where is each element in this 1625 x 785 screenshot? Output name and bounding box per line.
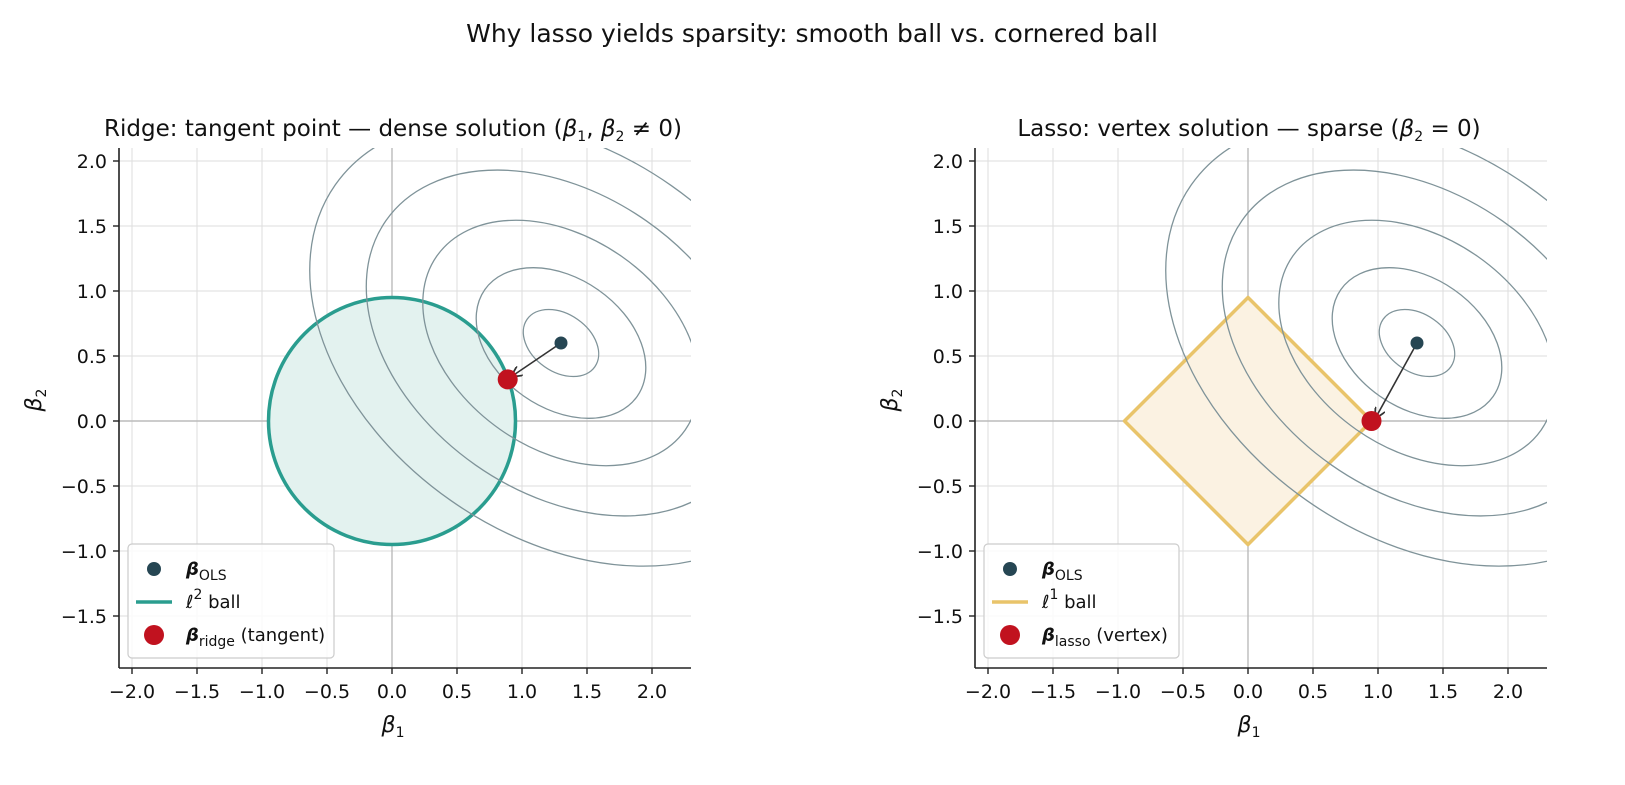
legend-solution-marker bbox=[1000, 625, 1020, 645]
x-tick-label: 1.5 bbox=[572, 681, 602, 703]
x-tick-label: 1.0 bbox=[1363, 681, 1393, 703]
ridge-panel: −2.0 −1.5 −1.0 −0.5 0.0 0.5 1.0 1.5 2.0−1.5−1.0−… bbox=[22, 116, 691, 741]
loss-contour bbox=[365, 169, 691, 517]
plot-area bbox=[1122, 148, 1547, 567]
panel-title: Lasso: vertex solution — sparse (β2 = 0) bbox=[1017, 116, 1480, 145]
x-tick-label: −2.0 bbox=[109, 681, 155, 703]
x-axis-title: β1 bbox=[381, 713, 405, 741]
x-tick-label: −1.0 bbox=[1095, 681, 1141, 703]
x-tick-label: −1.5 bbox=[1030, 681, 1076, 703]
y-tick-label: 1.5 bbox=[77, 216, 107, 238]
x-tick-label: −2.0 bbox=[965, 681, 1011, 703]
x-tick-label: 0.5 bbox=[1298, 681, 1328, 703]
loss-contour bbox=[1221, 169, 1547, 517]
x-tick-label: 2.0 bbox=[637, 681, 667, 703]
legend-ols-marker bbox=[147, 562, 161, 576]
loss-contour bbox=[1378, 308, 1456, 378]
y-tick-label: 1.0 bbox=[933, 281, 963, 303]
y-tick-label: 2.0 bbox=[77, 151, 107, 173]
loss-contour bbox=[1331, 267, 1503, 419]
legend-label: ℓ2 ball bbox=[185, 587, 241, 613]
x-axis-title: β1 bbox=[1237, 713, 1261, 741]
legend-label: βridge (tangent) bbox=[185, 625, 325, 650]
solution-point bbox=[1361, 411, 1382, 431]
y-tick-label: 2.0 bbox=[933, 151, 963, 173]
x-tick-label: 0.0 bbox=[377, 681, 407, 703]
y-tick-label: 1.5 bbox=[933, 216, 963, 238]
y-tick-label: −0.5 bbox=[61, 476, 107, 498]
legend: βOLS ℓ1 ball βlasso (vertex) bbox=[983, 543, 1180, 659]
y-tick-label: 0.5 bbox=[77, 346, 107, 368]
loss-contour bbox=[522, 308, 600, 378]
x-tick-label: −1.5 bbox=[174, 681, 220, 703]
x-tick-label: −0.5 bbox=[1160, 681, 1206, 703]
loss-contour bbox=[475, 267, 647, 419]
lasso-panel: −2.0 −1.5 −1.0 −0.5 0.0 0.5 1.0 1.5 2.0−1.5−1.0−… bbox=[878, 116, 1547, 741]
loss-contour bbox=[1278, 219, 1547, 467]
legend-label: βOLS bbox=[1041, 559, 1083, 584]
ols-point bbox=[1410, 336, 1424, 350]
loss-contour bbox=[309, 148, 691, 567]
shrinkage-arrow bbox=[512, 342, 562, 376]
plot-area bbox=[266, 148, 691, 567]
y-tick-label: 0.0 bbox=[77, 411, 107, 433]
y-tick-label: −1.0 bbox=[61, 541, 107, 563]
x-tick-label: 0.5 bbox=[442, 681, 472, 703]
loss-contour bbox=[1165, 148, 1547, 567]
ols-point bbox=[554, 336, 568, 350]
x-tick-label: −1.0 bbox=[239, 681, 285, 703]
solution-point bbox=[497, 369, 518, 390]
y-tick-label: −1.5 bbox=[917, 606, 963, 628]
x-tick-label: 1.5 bbox=[1428, 681, 1458, 703]
x-tick-label: −0.5 bbox=[304, 681, 350, 703]
legend-label: ℓ1 ball bbox=[1041, 587, 1097, 613]
panel-title: Ridge: tangent point — dense solution (β… bbox=[104, 116, 682, 145]
figure-title: Why lasso yields sparsity: smooth ball v… bbox=[466, 19, 1158, 48]
x-tick-label: 1.0 bbox=[507, 681, 537, 703]
y-tick-label: −1.0 bbox=[917, 541, 963, 563]
y-tick-label: −1.5 bbox=[61, 606, 107, 628]
shrinkage-arrow bbox=[1376, 342, 1418, 418]
y-tick-label: −0.5 bbox=[917, 476, 963, 498]
loss-contour bbox=[422, 219, 691, 467]
legend-box bbox=[127, 543, 335, 659]
x-tick-label: 0.0 bbox=[1233, 681, 1263, 703]
legend: βOLS ℓ2 ball βridge (tangent) bbox=[127, 543, 335, 659]
y-tick-label: 1.0 bbox=[77, 281, 107, 303]
y-tick-label: 0.5 bbox=[933, 346, 963, 368]
x-tick-label: 2.0 bbox=[1493, 681, 1523, 703]
y-axis-title: β2 bbox=[22, 389, 50, 413]
legend-label: βOLS bbox=[185, 559, 227, 584]
legend-ols-marker bbox=[1003, 562, 1017, 576]
y-tick-label: 0.0 bbox=[933, 411, 963, 433]
y-axis-title: β2 bbox=[878, 389, 906, 413]
legend-label: βlasso (vertex) bbox=[1041, 625, 1168, 650]
legend-box bbox=[983, 543, 1180, 659]
legend-solution-marker bbox=[144, 625, 164, 645]
